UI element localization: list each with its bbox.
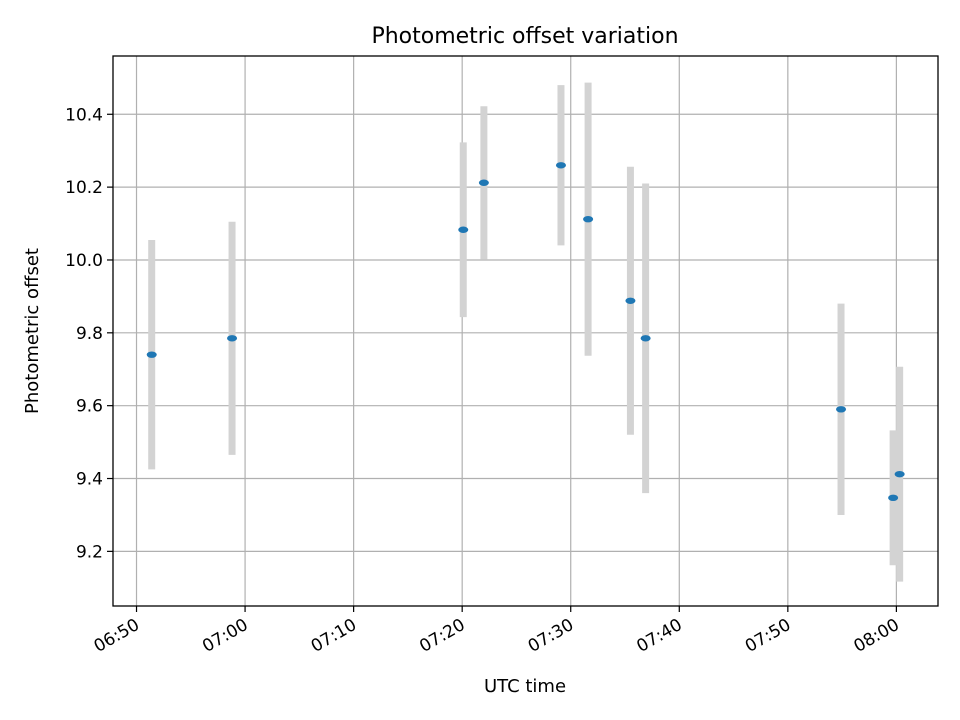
data-point [555,162,566,169]
data-point [640,335,651,342]
x-tick-label: 07:40 [633,615,685,657]
data-point [625,297,636,304]
x-axis-ticks: 06:50 07:00 07:10 07:20 07:30 07:40 07:50 08:00 [91,606,903,657]
y-tick-label: 10.4 [65,105,103,125]
y-axis-label: Photometric offset [22,248,43,414]
x-tick-label: 07:00 [199,615,251,657]
x-tick-label: 07:30 [525,615,577,657]
plot-frame [112,55,939,607]
data-point [583,215,594,223]
x-tick-label: 07:50 [742,615,794,657]
data-point [478,179,489,186]
y-tick-label: 9.8 [76,324,103,344]
y-tick-label: 9.4 [76,470,103,490]
y-tick-label: 10.2 [65,178,103,198]
x-axis-label: UTC time [484,676,566,697]
data-point [888,494,899,502]
data-points [146,162,905,502]
x-tick-label: 07:10 [308,615,360,657]
data-point [836,406,847,413]
y-tick-label: 9.2 [76,542,103,562]
x-tick-label: 06:50 [91,615,143,657]
x-tick-label: 08:00 [850,615,902,657]
x-tick-label: 07:20 [416,615,468,657]
data-point [894,470,905,478]
data-point [227,335,238,342]
grid [113,56,938,606]
chart-title: Photometric offset variation [371,24,678,49]
data-point [146,351,157,358]
y-axis-ticks: 9.2 9.4 9.6 9.8 10.0 10.2 10.4 [65,105,113,562]
y-tick-label: 10.0 [65,251,103,271]
y-tick-label: 9.6 [76,397,103,417]
data-point [458,226,469,233]
